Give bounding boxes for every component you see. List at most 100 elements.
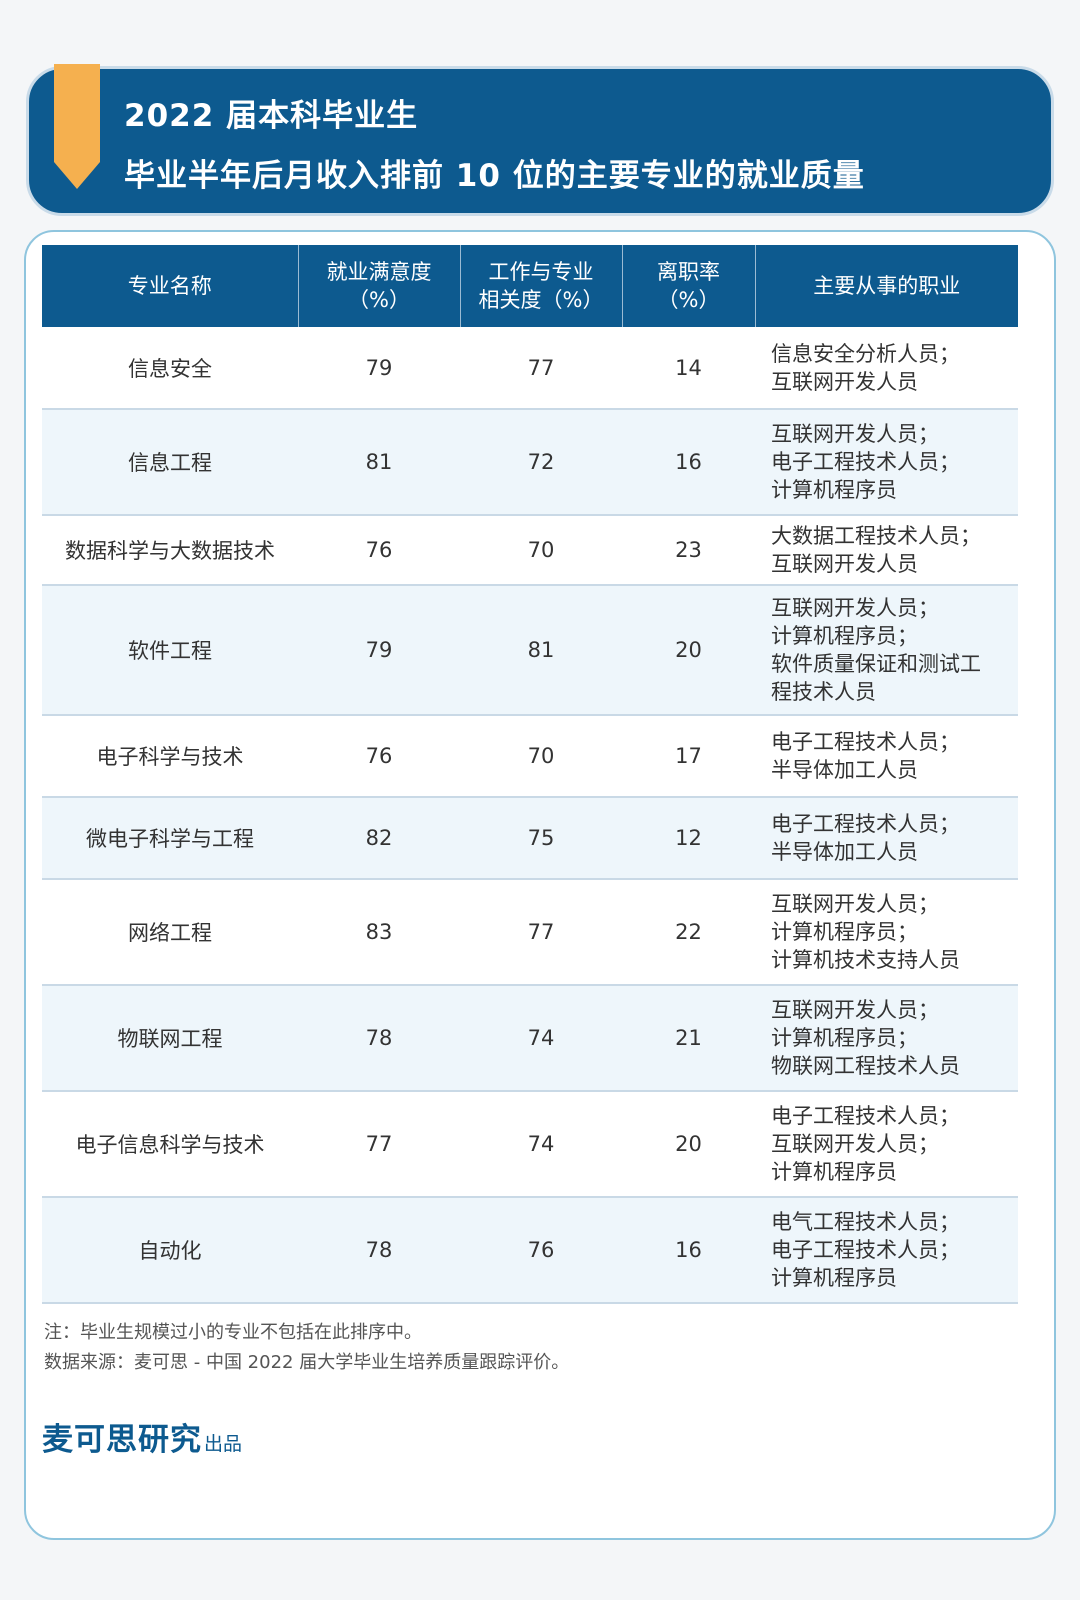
occupation-item: 物联网工程技术人员: [771, 1054, 960, 1078]
satisfaction-cell: 78: [298, 985, 460, 1092]
relevance-cell: 76: [460, 1197, 622, 1304]
bookmark-ribbon-icon: [54, 64, 100, 189]
occupation-item: 电子工程技术人员；: [771, 1238, 960, 1262]
major-cell: 自动化: [42, 1197, 298, 1304]
major-cell: 物联网工程: [42, 985, 298, 1092]
satisfaction-cell: 77: [298, 1091, 460, 1198]
turnover-cell: 16: [622, 1197, 755, 1304]
table-row: 网络工程 83 77 22 互联网开发人员； 计算机程序员； 计算机技术支持人员: [42, 879, 1018, 986]
satisfaction-cell: 78: [298, 1197, 460, 1304]
turnover-cell: 20: [622, 585, 755, 716]
title-banner: [26, 66, 1054, 216]
relevance-cell: 70: [460, 515, 622, 586]
table-row: 微电子科学与工程 82 75 12 电子工程技术人员； 半导体加工人员: [42, 797, 1018, 880]
major-cell: 信息工程: [42, 409, 298, 516]
major-cell: 网络工程: [42, 879, 298, 986]
occupation-item: 互联网开发人员: [771, 369, 918, 394]
satisfaction-cell: 76: [298, 515, 460, 586]
occupation-item: 电子工程技术人员；: [771, 812, 960, 836]
occupation-item: 互联网开发人员；: [771, 892, 939, 916]
occupation-item: 电子工程技术人员；: [771, 730, 960, 754]
relevance-cell: 74: [460, 985, 622, 1092]
occupation-item: 互联网开发人员；: [771, 998, 939, 1022]
occupations-cell: 电子工程技术人员； 互联网开发人员； 计算机程序员: [755, 1091, 1018, 1198]
occupation-item: 互联网开发人员；: [771, 1132, 939, 1156]
employment-quality-table: 专业名称 就业满意度 （%） 工作与专业 相关度（%） 离职率 （%） 主要从事的职业 信息安…: [42, 245, 1018, 1304]
major-cell: 数据科学与大数据技术: [42, 515, 298, 586]
column-header: 就业满意度 （%）: [298, 245, 461, 327]
relevance-cell: 70: [460, 715, 622, 798]
occupation-item: 计算机程序员；: [771, 920, 918, 944]
column-header-line: （%）: [657, 288, 720, 312]
occupations-cell: 电气工程技术人员； 电子工程技术人员； 计算机程序员: [755, 1197, 1018, 1304]
major-cell: 电子科学与技术: [42, 715, 298, 798]
satisfaction-cell: 79: [298, 585, 460, 716]
column-header-line: 相关度（%）: [478, 288, 604, 312]
occupations-cell: 互联网开发人员； 电子工程技术人员； 计算机程序员: [755, 409, 1018, 516]
occupation-item: 电气工程技术人员；: [771, 1210, 960, 1234]
relevance-cell: 81: [460, 585, 622, 716]
major-cell: 软件工程: [42, 585, 298, 716]
occupation-item: 互联网开发人员；: [771, 422, 939, 446]
table-row: 电子科学与技术 76 70 17 电子工程技术人员； 半导体加工人员: [42, 715, 1018, 798]
occupation-item: 半导体加工人员: [771, 758, 918, 782]
table-row: 信息安全 79 77 14 信息安全分析人员； 互联网开发人员: [42, 327, 1018, 410]
satisfaction-cell: 76: [298, 715, 460, 798]
occupations-cell: 信息安全分析人员； 互联网开发人员: [755, 327, 1018, 410]
satisfaction-cell: 83: [298, 879, 460, 986]
occupation-item: 软件质量保证和测试工: [771, 652, 981, 676]
occupation-item: 计算机程序员；: [771, 1026, 918, 1050]
page-title: 2022 届本科毕业生: [124, 98, 419, 134]
table-row: 物联网工程 78 74 21 互联网开发人员； 计算机程序员； 物联网工程技术人员: [42, 985, 1018, 1092]
table-row: 数据科学与大数据技术 76 70 23 大数据工程技术人员； 互联网开发人员: [42, 515, 1018, 586]
relevance-cell: 75: [460, 797, 622, 880]
turnover-cell: 17: [622, 715, 755, 798]
turnover-cell: 12: [622, 797, 755, 880]
brand-mark: 麦可思研究 出品: [42, 1414, 242, 1459]
table-header-row: 专业名称 就业满意度 （%） 工作与专业 相关度（%） 离职率 （%） 主要从事的职业: [42, 245, 1018, 327]
column-header: 主要从事的职业: [755, 245, 1018, 327]
occupation-item: 电子工程技术人员；: [771, 1104, 960, 1128]
occupation-item: 计算机程序员: [771, 478, 897, 502]
satisfaction-cell: 82: [298, 797, 460, 880]
occupations-cell: 大数据工程技术人员； 互联网开发人员: [755, 515, 1018, 586]
table-row: 自动化 78 76 16 电气工程技术人员； 电子工程技术人员； 计算机程序员: [42, 1197, 1018, 1304]
relevance-cell: 77: [460, 327, 622, 410]
relevance-cell: 74: [460, 1091, 622, 1198]
turnover-cell: 22: [622, 879, 755, 986]
brand-suffix: 出品: [204, 1433, 243, 1455]
column-header-line: 主要从事的职业: [813, 274, 961, 298]
major-cell: 微电子科学与工程: [42, 797, 298, 880]
column-header-line: 离职率: [657, 260, 720, 284]
occupation-item: 计算机程序员；: [771, 624, 918, 648]
occupation-item: 电子工程技术人员；: [771, 450, 960, 474]
footnote-text: 注：毕业生规模过小的专业不包括在此排序中。: [44, 1322, 422, 1343]
turnover-cell: 16: [622, 409, 755, 516]
occupation-item: 计算机技术支持人员: [771, 948, 960, 972]
occupation-item: 大数据工程技术人员；: [771, 524, 981, 548]
occupation-item: 半导体加工人员: [771, 840, 918, 864]
turnover-cell: 14: [622, 327, 755, 410]
table-row: 电子信息科学与技术 77 74 20 电子工程技术人员； 互联网开发人员； 计算机程序员: [42, 1091, 1018, 1198]
table-row: 软件工程 79 81 20 互联网开发人员； 计算机程序员； 软件质量保证和测试工 程技术人员: [42, 585, 1018, 716]
satisfaction-cell: 81: [298, 409, 460, 516]
occupation-item: 计算机程序员: [771, 1160, 897, 1184]
brand-name: 麦可思研究: [42, 1422, 202, 1458]
column-header: 工作与专业相关度（%）: [460, 245, 623, 327]
occupation-item: 互联网开发人员: [771, 552, 918, 576]
relevance-cell: 72: [460, 409, 622, 516]
satisfaction-cell: 79: [298, 327, 460, 410]
footnotes: 注：毕业生规模过小的专业不包括在此排序中。 数据来源：麦可思 - 中国 2022…: [44, 1318, 569, 1378]
table-row: 信息工程 81 72 16 互联网开发人员； 电子工程技术人员； 计算机程序员: [42, 409, 1018, 516]
column-header-line: 工作与专业: [488, 260, 594, 284]
column-header: 离职率 （%）: [622, 245, 756, 327]
column-header-line: 就业满意度: [326, 260, 432, 284]
page-subtitle: 毕业半年后月收入排前 10 位的主要专业的就业质量: [124, 158, 865, 194]
occupations-cell: 电子工程技术人员； 半导体加工人员: [755, 797, 1018, 880]
turnover-cell: 21: [622, 985, 755, 1092]
occupations-cell: 电子工程技术人员； 半导体加工人员: [755, 715, 1018, 798]
column-header-line: 专业名称: [127, 274, 212, 298]
column-header: 专业名称: [42, 245, 299, 327]
turnover-cell: 20: [622, 1091, 755, 1198]
data-source-text: 数据来源：麦可思 - 中国 2022 届大学毕业生培养质量跟踪评价。: [44, 1352, 570, 1373]
